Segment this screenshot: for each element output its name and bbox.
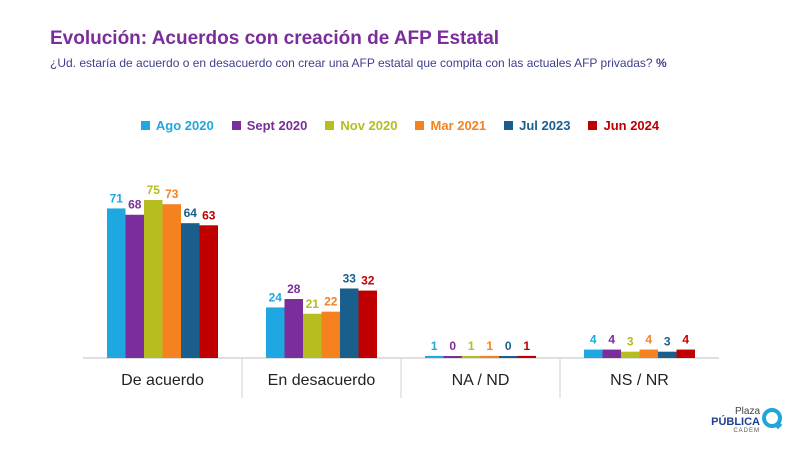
bar: [303, 313, 322, 358]
legend-item: Mar 2021: [415, 118, 486, 133]
bar: [266, 307, 285, 358]
chart-legend: Ago 2020 Sept 2020 Nov 2020 Mar 2021 Jul 202…: [0, 118, 800, 133]
bar: [425, 355, 444, 358]
category-label: NA / ND: [452, 372, 510, 389]
bar: [443, 356, 462, 358]
bar: [658, 351, 677, 358]
bar: [144, 200, 163, 358]
data-label: 33: [343, 271, 357, 285]
bar: [125, 214, 144, 358]
category-label: De acuerdo: [121, 372, 204, 389]
data-label: 0: [449, 339, 456, 353]
data-label: 71: [110, 191, 124, 205]
bar: [340, 288, 359, 358]
data-label: 64: [184, 206, 198, 220]
data-label: 3: [664, 335, 671, 349]
bar: [676, 349, 695, 358]
data-label: 63: [202, 208, 216, 222]
bar: [199, 225, 218, 358]
bar: [584, 349, 603, 358]
logo-line-3: CADEM: [733, 428, 760, 434]
data-label: 1: [523, 339, 530, 353]
subtitle-unit: %: [655, 56, 667, 70]
logo-line-1: Plaza: [734, 406, 760, 417]
legend-swatch: [588, 121, 598, 130]
bar: [358, 290, 377, 358]
legend-swatch: [504, 121, 514, 130]
data-label: 3: [627, 335, 634, 349]
bar: [480, 355, 499, 358]
legend-item: Sept 2020: [231, 118, 308, 133]
data-label: 21: [306, 297, 320, 311]
legend-item: Jul 2023: [504, 118, 570, 133]
category-label: NS / NR: [610, 372, 669, 389]
data-label: 75: [147, 183, 161, 197]
legend-label: Sept 2020: [246, 118, 308, 133]
legend-label: Ago 2020: [155, 118, 214, 133]
bar: [621, 351, 640, 358]
legend-swatch: [140, 121, 150, 130]
category-label: En desacuerdo: [268, 372, 376, 389]
bar: [639, 349, 658, 358]
data-label: 4: [608, 333, 615, 347]
data-label: 22: [324, 295, 338, 309]
logo-line-2: PÚBLICA: [711, 416, 760, 428]
legend-swatch: [415, 121, 425, 130]
data-label: 4: [645, 333, 652, 347]
data-label: 0: [505, 339, 512, 353]
data-label: 68: [128, 198, 142, 212]
legend-item: Jun 2024: [588, 118, 659, 133]
subtitle-question: ¿Ud. estaría de acuerdo o en desacuerdo …: [50, 56, 653, 70]
bar: [181, 223, 200, 358]
bar: [517, 355, 536, 358]
bar: [284, 299, 303, 358]
data-label: 1: [431, 339, 438, 353]
legend-label: Jun 2024: [603, 118, 660, 133]
legend-swatch: [325, 121, 335, 130]
data-label: 4: [682, 333, 689, 347]
bar: [321, 311, 340, 358]
legend-item: Ago 2020: [140, 118, 214, 133]
bar: [462, 355, 481, 358]
chart-title: Evolución: Acuerdos con creación de AFP …: [50, 28, 500, 49]
data-label: 4: [590, 333, 597, 347]
bar: [499, 356, 518, 358]
legend-label: Mar 2021: [430, 118, 487, 133]
bar: [162, 204, 181, 358]
legend-label: Jul 2023: [519, 118, 571, 133]
data-label: 73: [165, 187, 179, 201]
data-label: 1: [468, 339, 475, 353]
chart-subtitle: ¿Ud. estaría de acuerdo o en desacuerdo …: [50, 56, 667, 70]
data-label: 28: [287, 282, 301, 296]
data-label: 24: [269, 290, 283, 304]
data-label: 32: [361, 274, 375, 288]
bar: [602, 349, 621, 358]
plaza-publica-cadem-logo: Plaza PÚBLICA CADEM: [704, 406, 784, 438]
legend-label: Nov 2020: [340, 118, 398, 133]
data-label: 1: [486, 339, 493, 353]
bar: [107, 208, 126, 358]
logo-speech-bubble-icon: [762, 408, 782, 428]
legend-item: Nov 2020: [325, 118, 397, 133]
legend-swatch: [231, 121, 241, 130]
